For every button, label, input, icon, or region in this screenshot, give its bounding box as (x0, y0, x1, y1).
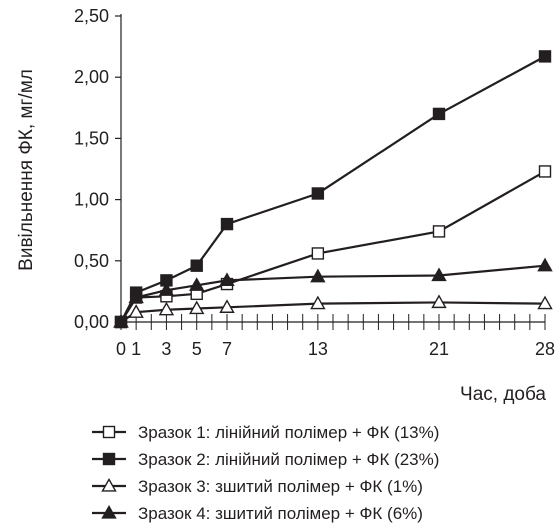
legend-item-1: Зразок 1: лінійний полімер + ФК (13%) (92, 423, 439, 442)
legend-label-3: Зразок 3: зшитий полімер + ФК (1%) (138, 477, 423, 496)
x-tick-label-6: 21 (429, 339, 449, 359)
series-2-point-7 (538, 50, 552, 63)
x-tick-label-3: 5 (192, 339, 202, 359)
series-3-point-7 (537, 295, 553, 310)
series-4-point-2 (158, 282, 175, 296)
y-tick-label-3: 1,50 (74, 128, 109, 148)
legend-marker-3 (101, 477, 117, 492)
series-3-point-2 (158, 301, 175, 316)
legend-item-4: Зразок 4: зшитий полімер + ФК (6%) (92, 504, 423, 523)
series-4-point-3 (189, 277, 205, 291)
series-4-point-1 (128, 289, 144, 304)
x-tick-label-5: 13 (308, 339, 328, 359)
series-layer (113, 50, 553, 329)
series-3-point-1 (128, 304, 144, 318)
y-tick-label-0: 0,00 (74, 312, 109, 332)
x-tick-label-1: 1 (131, 339, 141, 359)
series-3 (113, 294, 553, 328)
x-tick-label-4: 7 (222, 339, 232, 359)
y-tick-label-2: 1,00 (74, 190, 109, 210)
series-1-line (120, 170, 546, 323)
legend-label-4: Зразок 4: зшитий полімер + ФК (6%) (138, 504, 423, 523)
tick-labels: 0,000,501,001,502,002,500 1 3 5 7 13 21 28 (74, 6, 555, 359)
series-1-point-7 (538, 165, 552, 178)
series-2 (114, 50, 552, 329)
series-1-point-5 (311, 247, 325, 260)
x-axis-title: Час, доба (460, 384, 546, 405)
series-3-line (120, 301, 546, 323)
legend-item-3: Зразок 3: зшитий полімер + ФК (1%) (92, 477, 423, 496)
y-tick-label-4: 2,00 (74, 67, 109, 87)
axes (115, 14, 546, 330)
series-4-point-5 (310, 268, 326, 283)
y-tick-label-1: 0,50 (74, 251, 109, 271)
series-3-point-4 (219, 299, 235, 313)
y-tick-label-5: 2,50 (74, 6, 109, 26)
legend-marker-4 (101, 504, 117, 519)
legend-marker-2 (102, 452, 116, 466)
series-1-point-6 (432, 225, 446, 238)
y-axis-title: Вивільнення ФК, мг/мл (16, 69, 37, 271)
series-3-point-3 (189, 300, 205, 315)
series-4-line (120, 264, 546, 323)
legend-label-2: Зразок 2: лінійний полімер + ФК (23%) (138, 450, 439, 469)
series-4 (113, 257, 553, 328)
legend-item-2: Зразок 2: лінійний полімер + ФК (23%) (92, 450, 439, 469)
series-2-point-6 (432, 107, 446, 121)
series-4-point-0 (113, 313, 129, 328)
series-4-point-6 (431, 267, 447, 282)
legend: Зразок 1: лінійний полімер + ФК (13%) Зра… (92, 423, 439, 523)
series-4-point-4 (219, 272, 235, 287)
series-4-point-7 (537, 257, 553, 272)
series-2-point-5 (311, 187, 325, 200)
x-tick-label-2: 3 (161, 339, 171, 359)
series-2-point-4 (220, 217, 234, 231)
x-tick-label-7: 28 (535, 339, 555, 359)
x-tick-label-0: 0 (116, 339, 126, 359)
series-3-point-5 (310, 295, 326, 310)
series-2-point-3 (190, 259, 203, 272)
series-3-point-6 (431, 294, 447, 309)
legend-label-1: Зразок 1: лінійний полімер + ФК (13%) (138, 423, 439, 442)
legend-marker-1 (102, 425, 116, 439)
series-2-line (120, 55, 546, 323)
